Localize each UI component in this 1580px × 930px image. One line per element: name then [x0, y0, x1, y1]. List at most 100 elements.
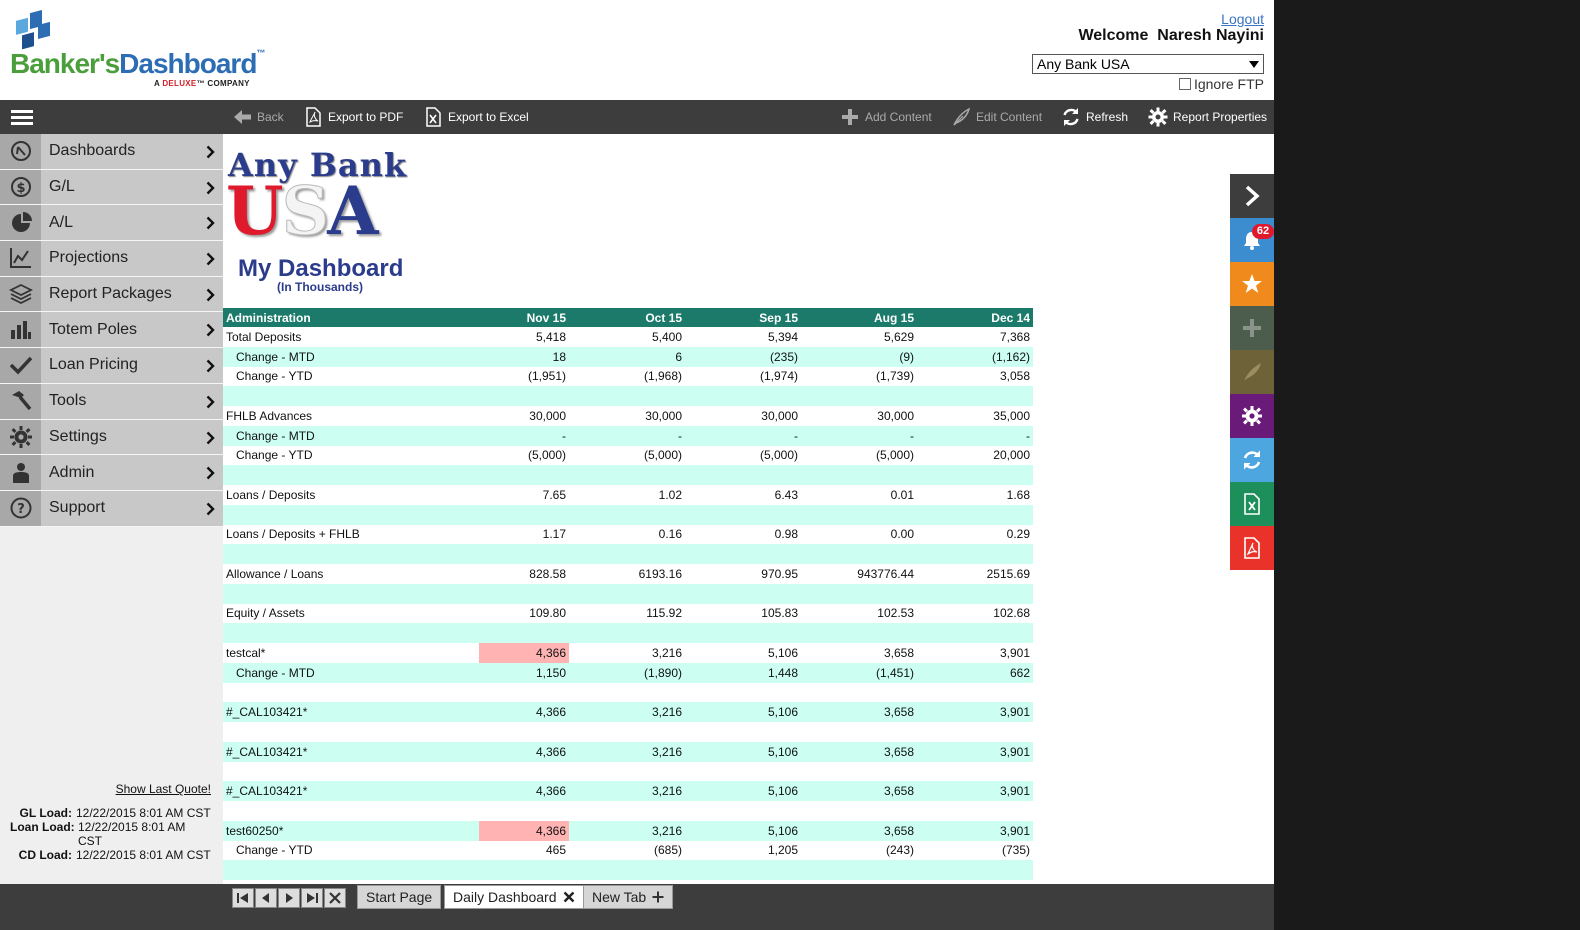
table-cell: (1,162): [917, 347, 1033, 367]
table-cell: 102.68: [917, 604, 1033, 624]
ignore-ftp-option[interactable]: Ignore FTP: [1179, 76, 1264, 92]
sidebar-item-totem-poles[interactable]: Totem Poles: [0, 312, 223, 348]
table-cell: -: [685, 426, 801, 446]
next-tab-button[interactable]: [278, 888, 300, 908]
report-properties-button[interactable]: Report Properties: [1148, 106, 1267, 128]
table-cell: [801, 623, 917, 643]
table-cell: 3,216: [569, 742, 685, 762]
export-excel-button[interactable]: Export to Excel: [423, 106, 529, 128]
sidebar-item-projections[interactable]: Projections: [0, 241, 223, 277]
table-cell: 6: [569, 347, 685, 367]
table-row: Loans / Deposits + FHLB 1.17 0.16 0.98 0.00 0…: [223, 525, 1033, 545]
logo-tagline-brand: DELUXE: [162, 79, 196, 88]
sidebar-item-g-l[interactable]: $ G/L: [0, 170, 223, 206]
loan-load-label: Loan Load:: [10, 820, 74, 848]
ignore-ftp-checkbox[interactable]: [1179, 78, 1191, 90]
tab-daily-dashboard[interactable]: Daily Dashboard: [444, 885, 584, 909]
table-row: Change - YTD (5,000) (5,000) (5,000) (5,000)…: [223, 446, 1033, 466]
close-all-tabs-button[interactable]: [324, 888, 346, 908]
table-row: #_CAL103421* 4,366 3,216 5,106 3,658 3,901: [223, 742, 1033, 762]
sidebar-item-report-packages[interactable]: Report Packages: [0, 277, 223, 313]
first-tab-button[interactable]: [232, 888, 254, 908]
table-cell: [801, 801, 917, 821]
sidebar-item-loan-pricing[interactable]: Loan Pricing: [0, 348, 223, 384]
rail-export-pdf-button[interactable]: [1230, 526, 1274, 570]
table-cell: 3,901: [917, 702, 1033, 722]
chevron-right-icon: [206, 395, 215, 409]
row-label: testcal*: [223, 643, 479, 663]
sidebar-item-a-l[interactable]: A/L: [0, 205, 223, 241]
menu-icon[interactable]: [11, 110, 33, 126]
logout-link[interactable]: Logout: [1221, 11, 1264, 27]
add-content-button[interactable]: Add Content: [840, 106, 932, 128]
tab-start-page[interactable]: Start Page: [357, 885, 441, 909]
favorites-button[interactable]: [1230, 262, 1274, 306]
table-row: [223, 801, 1033, 821]
table-cell: 5,106: [685, 781, 801, 801]
gear-icon: [1241, 405, 1263, 427]
last-tab-button[interactable]: [301, 888, 323, 908]
table-cell: 0.29: [917, 525, 1033, 545]
column-header-label: Administration: [223, 308, 479, 327]
tab-new-tab[interactable]: New Tab: [583, 885, 673, 909]
rail-export-excel-button[interactable]: [1230, 482, 1274, 526]
table-cell: 30,000: [685, 406, 801, 426]
collapse-rail-button[interactable]: [1230, 174, 1274, 218]
table-cell: [569, 762, 685, 782]
bank-select[interactable]: Any Bank USA: [1032, 54, 1264, 74]
row-label: [223, 544, 479, 564]
table-cell: 3,058: [917, 367, 1033, 387]
sidebar-item-settings[interactable]: Settings: [0, 420, 223, 456]
prev-tab-button[interactable]: [255, 888, 277, 908]
app-window: Banker'sDashboard™ A DELUXE™ COMPANY Log…: [0, 0, 1274, 930]
row-label: [223, 623, 479, 643]
show-last-quote-link[interactable]: Show Last Quote!: [116, 782, 211, 796]
sidebar-item-admin[interactable]: Admin: [0, 455, 223, 491]
rail-edit-content-button[interactable]: [1230, 350, 1274, 394]
table-row: [223, 465, 1033, 485]
row-label: Change - YTD: [223, 446, 479, 466]
chevron-right-icon: [206, 323, 215, 337]
rail-properties-button[interactable]: [1230, 394, 1274, 438]
rail-add-content-button[interactable]: [1230, 306, 1274, 350]
table-header-row: Administration Nov 15 Oct 15 Sep 15 Aug 15 De…: [223, 308, 1033, 327]
table-cell: [479, 722, 569, 742]
report-content: Any Bank USA My Dashboard (In Thousands)…: [223, 134, 1230, 884]
table-cell: [917, 465, 1033, 485]
logo-dashboard-text: Dashboard: [119, 48, 256, 79]
table-row: FHLB Advances 30,000 30,000 30,000 30,000 35,…: [223, 406, 1033, 426]
table-cell: 3,901: [917, 742, 1033, 762]
sidebar-item-label: G/L: [49, 178, 75, 196]
close-icon[interactable]: [563, 891, 575, 903]
rail-refresh-button[interactable]: [1230, 438, 1274, 482]
table-cell: 3,901: [917, 643, 1033, 663]
refresh-button[interactable]: Refresh: [1061, 106, 1128, 128]
administration-table: Administration Nov 15 Oct 15 Sep 15 Aug 15 De…: [223, 308, 1033, 880]
export-pdf-button[interactable]: Export to PDF: [303, 106, 403, 128]
row-label: [223, 762, 479, 782]
skip-first-icon: [236, 892, 250, 904]
sidebar-nav: Dashboards $ G/L A/L Projections Report Packa…: [0, 134, 223, 527]
table-cell: [917, 505, 1033, 525]
table-cell: 3,216: [569, 781, 685, 801]
sidebar-item-tools[interactable]: Tools: [0, 384, 223, 420]
table-cell: 7,368: [917, 327, 1033, 347]
table-cell: -: [917, 426, 1033, 446]
table-cell: 4,366: [479, 643, 569, 663]
sidebar-item-support[interactable]: ? Support: [0, 491, 223, 527]
table-cell: 3,216: [569, 643, 685, 663]
logo-bankers-text: Banker's: [10, 48, 119, 79]
sidebar-item-dashboards[interactable]: Dashboards: [0, 134, 223, 170]
edit-content-button[interactable]: Edit Content: [951, 106, 1042, 128]
gear-icon: [1148, 107, 1168, 127]
table-row: Change - MTD 18 6 (235) (9) (1,162): [223, 347, 1033, 367]
row-label: [223, 722, 479, 742]
bankers-dashboard-logo[interactable]: Banker'sDashboard™ A DELUXE™ COMPANY: [10, 8, 270, 90]
back-button[interactable]: Back: [232, 106, 284, 128]
notifications-button[interactable]: 62: [1230, 218, 1274, 262]
sidebar-item-label: Totem Poles: [49, 321, 137, 339]
table-row: Change - YTD (1,951) (1,968) (1,974) (1,739)…: [223, 367, 1033, 387]
logo-tagline-suffix: ™ COMPANY: [197, 79, 250, 88]
table-cell: [685, 860, 801, 880]
table-cell: 102.53: [801, 604, 917, 624]
